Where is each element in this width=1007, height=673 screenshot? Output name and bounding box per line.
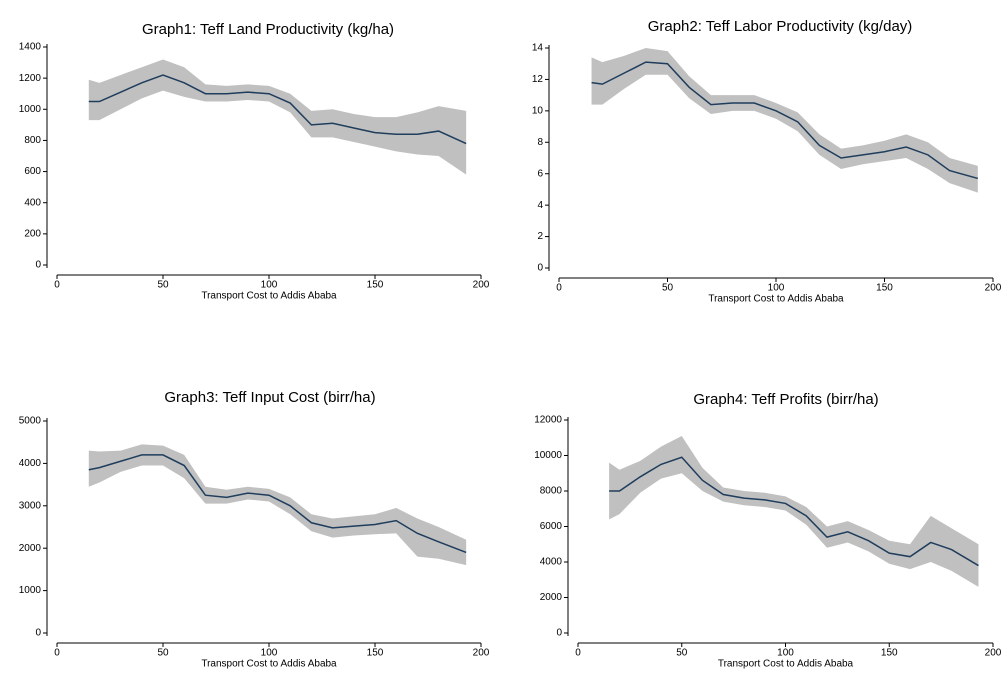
confidence-band [88,59,467,175]
chart-title: Graph2: Teff Labor Productivity (kg/day) [648,18,913,35]
y-tick-label: 8000 [540,486,563,497]
x-tick-label: 150 [881,648,898,659]
line [88,74,467,145]
x-axis-label: Transport Cost to Addis Ababa [201,659,337,670]
chart-title: Graph4: Teff Profits (birr/ha) [693,391,878,408]
y-tick-label: 600 [24,166,41,177]
y-tick-label: 12 [532,74,544,85]
confidence-band [88,444,467,566]
y-tick-label: 1000 [19,585,42,596]
x-tick-label: 50 [662,283,674,294]
y-tick-label: 10 [532,105,544,116]
x-tick-label: 100 [261,280,278,291]
x-tick-label: 100 [777,648,794,659]
x-axis-label: Transport Cost to Addis Ababa [718,659,854,670]
y-tick-label: 1200 [19,73,42,84]
y-tick-label: 0 [35,628,41,639]
x-axis-label: Transport Cost to Addis Ababa [708,294,844,305]
y-tick-label: 2000 [19,543,42,554]
x-tick-label: 50 [676,648,688,659]
x-tick-label: 150 [367,280,384,291]
y-tick-label: 2 [537,231,543,242]
y-tick-label: 0 [537,263,543,274]
y-tick-label: 8 [537,137,543,148]
y-tick-label: 2000 [540,592,563,603]
line [88,454,467,554]
y-tick-label: 1000 [19,104,42,115]
y-tick-label: 1400 [19,42,42,53]
confidence-band [609,435,979,587]
chart-title: Graph1: Teff Land Productivity (kg/ha) [142,21,394,38]
y-tick-label: 200 [24,228,41,239]
confidence-band [591,48,978,193]
y-tick-label: 3000 [19,500,42,511]
y-tick-label: 5000 [19,416,42,427]
x-tick-label: 100 [768,283,785,294]
x-tick-label: 0 [54,280,60,291]
x-tick-label: 200 [473,280,490,291]
y-tick-label: 400 [24,197,41,208]
y-tick-label: 4 [537,200,543,211]
y-tick-label: 6000 [540,521,563,532]
y-tick-label: 800 [24,135,41,146]
x-tick-label: 0 [575,648,581,659]
x-tick-label: 150 [367,648,384,659]
x-tick-label: 50 [157,280,169,291]
chart-title: Graph3: Teff Input Cost (birr/ha) [164,389,375,406]
y-tick-label: 10000 [534,450,562,461]
y-tick-label: 6 [537,168,543,179]
x-tick-label: 200 [985,648,1002,659]
line [609,456,979,567]
x-tick-label: 0 [54,648,60,659]
y-tick-label: 4000 [19,458,42,469]
y-tick-label: 0 [556,628,562,639]
x-tick-label: 200 [473,648,490,659]
y-tick-label: 0 [35,260,41,271]
x-tick-label: 50 [157,648,169,659]
y-tick-label: 14 [532,43,544,54]
x-tick-label: 150 [876,283,893,294]
y-tick-label: 12000 [534,415,562,426]
x-tick-label: 100 [261,648,278,659]
x-axis-label: Transport Cost to Addis Ababa [201,291,337,302]
y-tick-label: 4000 [540,557,563,568]
line [591,61,979,180]
x-tick-label: 200 [985,283,1002,294]
x-tick-label: 0 [556,283,562,294]
